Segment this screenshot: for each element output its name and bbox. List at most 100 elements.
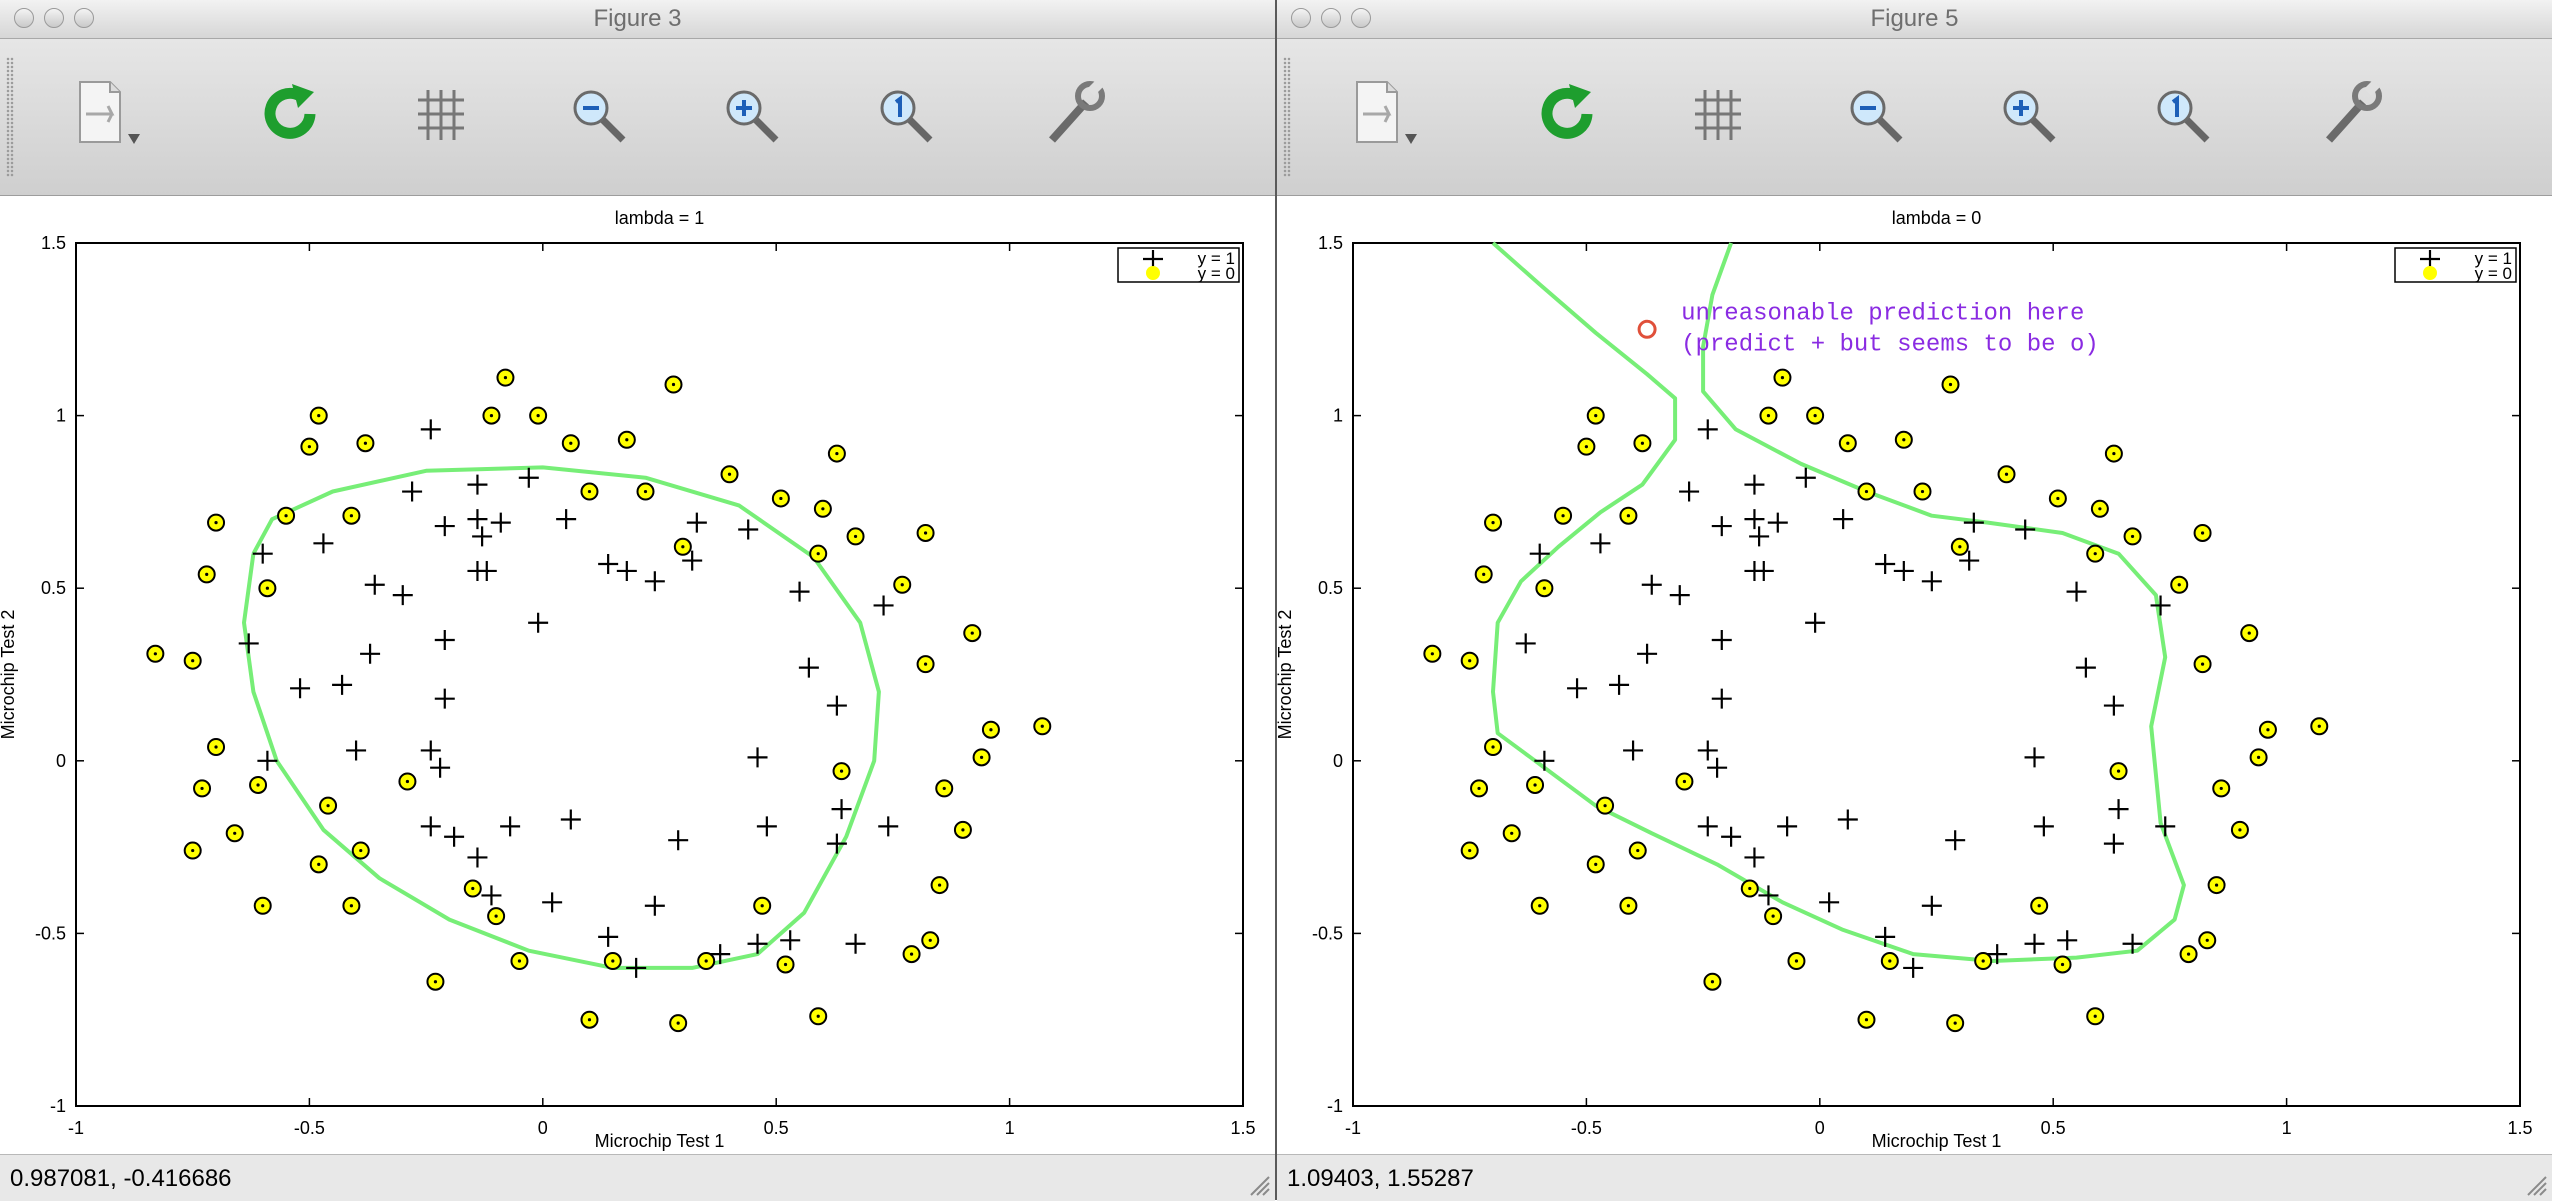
data-point-negative [2086,544,2105,563]
data-point-positive [542,892,563,913]
point-center [191,848,195,853]
settings-button[interactable] [2307,74,2397,154]
data-point-negative [2179,945,2198,964]
point-center [1430,652,1434,656]
status-bar: 0.987081, -0.416686 [0,1154,1275,1201]
refresh-button[interactable] [1525,74,1615,154]
minimize-window-button[interactable] [44,8,64,28]
data-point-positive [2024,747,2045,768]
point-center [587,489,592,494]
point-center [433,980,438,984]
zoom-window-button[interactable] [1351,8,1371,28]
window-title: Figure 3 [593,5,682,32]
legend-label-positive: y = 1 [1198,249,1235,268]
data-point-positive [1744,509,1765,530]
data-point-positive [789,581,810,602]
refresh-icon [1541,84,1593,139]
point-center [1603,804,1607,808]
data-point-negative [319,796,338,815]
data-point-negative [193,779,212,798]
point-center [970,631,974,635]
point-center [779,496,783,501]
point-center [363,441,368,445]
y-tick-label: -1 [1327,1096,1343,1116]
grid-toggle-button[interactable] [1675,74,1765,154]
legend-box [1117,247,1240,283]
point-center [326,804,330,808]
data-point-positive [1515,633,1536,654]
toolbar-grip[interactable] [1283,57,1291,177]
point-center [494,914,498,918]
toolbar-grip[interactable] [6,57,14,177]
data-point-negative [1997,465,2016,484]
export-button[interactable] [1339,74,1429,154]
data-point-negative [1787,952,1806,971]
x-tick-label: 0.5 [2041,1118,2066,1138]
settings-button[interactable] [1030,74,1120,154]
data-point-positive [1749,526,1770,547]
data-point-positive [1529,543,1550,564]
data-point-negative [776,955,795,974]
data-point-positive [626,957,647,978]
point-center [587,1018,592,1022]
zoom-out-button[interactable] [1832,74,1922,154]
zoom-reset-button[interactable] [2139,74,2229,154]
point-center [317,862,321,866]
data-point-positive [2033,816,2054,837]
point-center [1748,886,1752,891]
data-point-negative [487,907,506,926]
point-center [2037,904,2041,908]
title-bar[interactable]: Figure 5 [1277,0,2552,39]
data-point-positive [798,657,819,678]
data-point-positive [1987,944,2008,965]
zoom-window-button[interactable] [74,8,94,28]
grid-toggle-button[interactable] [398,74,488,154]
x-tick-label: 1.5 [2507,1118,2532,1138]
data-point-positive [747,747,768,768]
resize-grip-icon[interactable] [1247,1173,1271,1197]
scatter-chart[interactable]: lambda = 0 -1 -0.5 0 0.5 1 1.5 -1 -0.5 0 0.5 1 1.5 Mi… [1277,196,2552,1154]
data-point-positive [686,512,707,533]
point-center [1561,514,1565,518]
data-point-positive [1697,816,1718,837]
resize-grip-icon[interactable] [2524,1173,2548,1197]
data-point-positive [313,533,334,554]
data-point-negative [225,824,244,843]
data-point-negative [1502,824,1521,843]
refresh-button[interactable] [248,74,338,154]
zoom-in-button[interactable] [708,74,798,154]
data-point-positive [878,816,899,837]
title-bar[interactable]: Figure 3 [0,0,1275,39]
close-window-button[interactable] [14,8,34,28]
plot-area[interactable]: lambda = 0 -1 -0.5 0 0.5 1 1.5 -1 -0.5 0 0.5 1 1.5 Mi… [1277,196,2552,1154]
zoom-out-button[interactable] [555,74,645,154]
data-point-positive [1641,574,1662,595]
data-point-positive [238,633,259,654]
data-point-positive [1590,533,1611,554]
plot-area[interactable]: lambda = 1 -1 -0.5 0 0.5 1 1.5 -1 -0.5 0 0.5 1 1.5 Mi… [0,196,1275,1154]
point-center [1864,1018,1869,1022]
data-point-negative [1857,1010,1876,1029]
x-tick-label: -0.5 [294,1118,325,1138]
zoom-in-button[interactable] [1985,74,2075,154]
close-window-button[interactable] [1291,8,1311,28]
y-tick-label: -0.5 [1312,923,1343,943]
point-center [1771,914,1775,918]
data-point-negative [2193,523,2212,542]
annotation-text: (predict + but seems to be o) [1681,331,2099,358]
minimize-window-button[interactable] [1321,8,1341,28]
data-point-negative [1586,855,1605,874]
point-center [214,521,218,525]
scatter-chart[interactable]: lambda = 1 -1 -0.5 0 0.5 1 1.5 -1 -0.5 0 0.5 1 1.5 Mi… [0,196,1275,1154]
data-point-positive [1623,740,1644,761]
data-point-negative [827,444,846,463]
data-point-positive [1753,560,1774,581]
point-center [1482,572,1486,576]
zoom-reset-button[interactable] [862,74,952,154]
chart-title: lambda = 1 [615,208,705,228]
annotation-text: unreasonable prediction here [1681,300,2084,327]
data-point-positive [430,757,451,778]
data-point-positive [560,809,581,830]
cursor-coordinates: 1.09403, 1.55287 [1287,1165,1474,1192]
export-button[interactable] [62,74,152,154]
